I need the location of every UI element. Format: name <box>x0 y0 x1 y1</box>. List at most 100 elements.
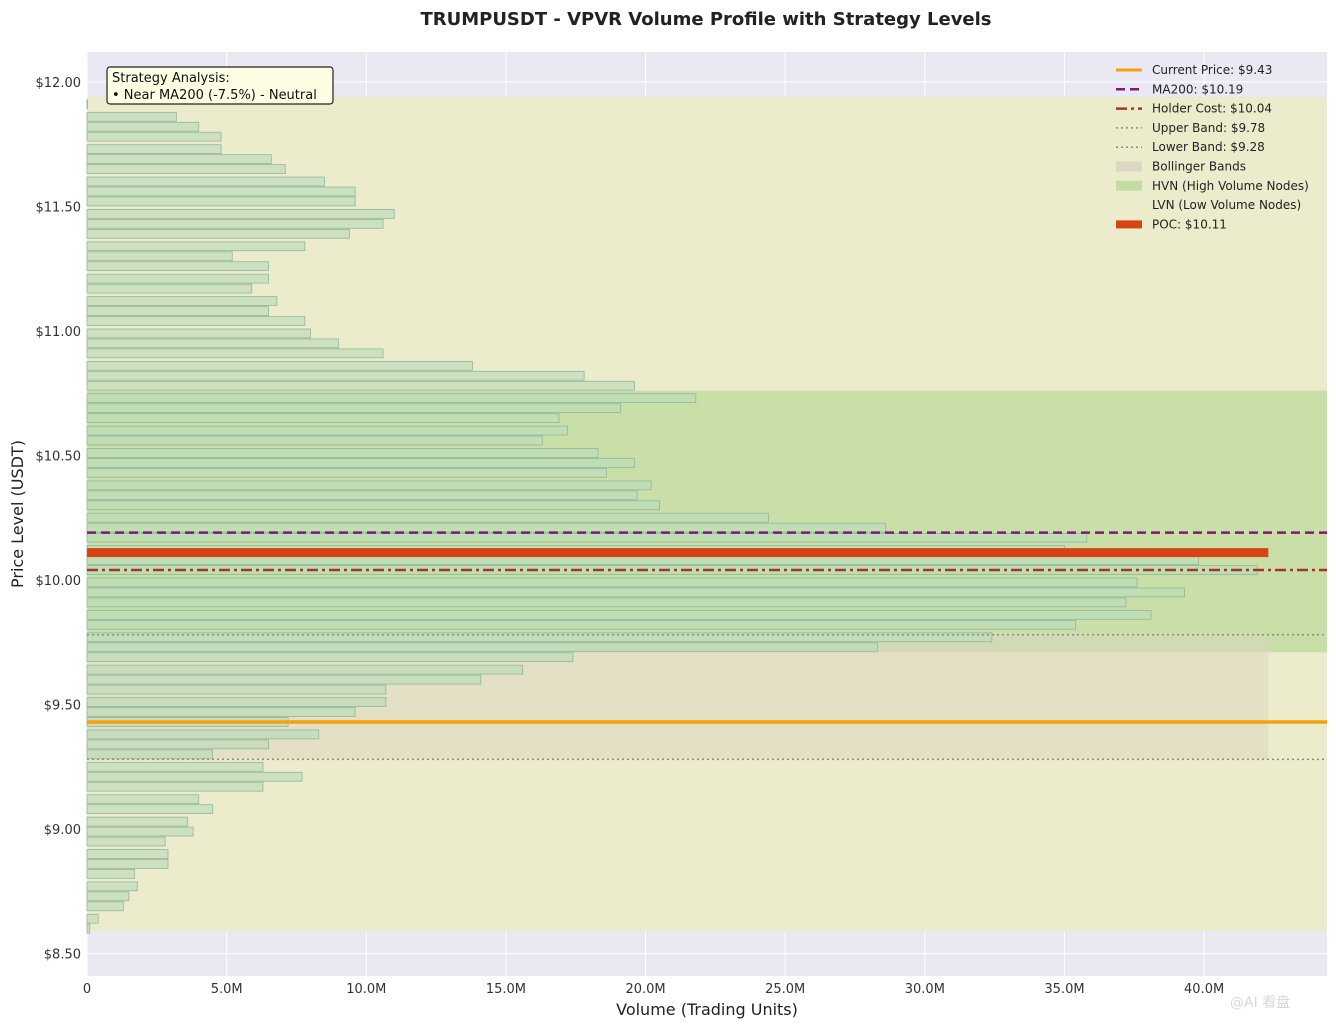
volume-bar-56 <box>86 316 306 326</box>
x-tick-label-7: 35.0M <box>1044 982 1084 997</box>
volume-bar-28 <box>86 619 1077 630</box>
volume-bar-66 <box>86 209 395 219</box>
legend-label-0: Current Price: $9.43 <box>1152 63 1272 77</box>
legend-label-5: Bollinger Bands <box>1152 160 1246 174</box>
chart-title: TRUMPUSDT - VPVR Volume Profile with Str… <box>420 9 991 30</box>
x-tick-label-5: 25.0M <box>765 982 805 997</box>
legend-label-1: MA200: $10.19 <box>1152 82 1243 96</box>
volume-bar-20 <box>86 707 356 717</box>
volume-bar-68 <box>86 186 356 197</box>
volume-bars <box>86 99 1258 934</box>
volume-bar-16 <box>86 749 214 760</box>
volume-bar-37 <box>86 522 887 533</box>
volume-bar-47 <box>86 413 560 423</box>
legend-label-7: LVN (Low Volume Nodes) <box>1152 198 1301 212</box>
volume-bar-10 <box>86 816 188 827</box>
volume-bar-42 <box>86 468 607 478</box>
legend-entry-4: Lower Band: $9.28 <box>1116 140 1265 154</box>
volume-bar-48 <box>86 403 621 413</box>
volume-bar-52 <box>86 360 473 371</box>
annotation-box <box>106 66 334 105</box>
volume-bar-75 <box>86 111 177 122</box>
annotation-line-2: • Near MA200 (-7.5%) - Neutral <box>112 88 317 103</box>
volume-bar-31 <box>86 587 1185 598</box>
volume-bar-49 <box>86 393 697 404</box>
y-tick-label-0: $8.50 <box>44 948 81 963</box>
volume-bar-25 <box>86 652 574 663</box>
y-axis-label: Price Level (USDT) <box>8 440 27 588</box>
volume-bar-51 <box>86 370 585 381</box>
volume-bar-57 <box>86 306 269 316</box>
volume-bar-12 <box>86 794 200 805</box>
volume-bar-61 <box>86 261 269 272</box>
volume-bar-11 <box>86 804 214 814</box>
x-tick-label-1: 5.0M <box>211 982 243 997</box>
legend-swatch-7 <box>1116 200 1142 211</box>
volume-bar-0 <box>86 923 91 934</box>
volume-bar-59 <box>86 283 253 294</box>
volume-bar-8 <box>86 836 166 847</box>
y-axis-ticks: $8.50 $9.00 $9.50 $10.00 $10.50 $11.00 $11.50 $… <box>36 76 82 963</box>
legend-swatch-6 <box>1116 180 1142 191</box>
volume-bar-50 <box>86 380 635 391</box>
volume-bar-39 <box>86 500 660 511</box>
volume-bar-53 <box>86 348 384 359</box>
volume-bar-7 <box>86 849 169 859</box>
volume-bar-18 <box>86 729 320 740</box>
volume-bar-43 <box>86 458 635 468</box>
legend-entry-5: Bollinger Bands <box>1116 160 1246 174</box>
legend-entry-7: LVN (Low Volume Nodes) <box>1116 198 1301 212</box>
y-tick-label-4: $10.50 <box>36 449 82 464</box>
volume-bar-64 <box>86 228 350 239</box>
watermark: @AI 看盘 <box>1230 994 1290 1011</box>
volume-bar-46 <box>86 425 568 436</box>
volume-bar-36 <box>86 532 1088 543</box>
legend-entry-0: Current Price: $9.43 <box>1116 63 1272 77</box>
volume-bar-40 <box>86 490 638 501</box>
volume-bar-76 <box>86 99 88 110</box>
legend-entry-3: Upper Band: $9.78 <box>1116 121 1265 135</box>
x-axis-label: Volume (Trading Units) <box>616 1000 798 1019</box>
volume-bar-55 <box>86 328 311 339</box>
x-tick-label-8: 40.0M <box>1184 982 1224 997</box>
volume-bar-74 <box>86 121 200 132</box>
x-tick-label-2: 10.0M <box>346 982 386 997</box>
volume-bar-14 <box>86 771 303 782</box>
y-tick-label-7: $12.00 <box>36 76 82 91</box>
volume-bar-65 <box>86 219 384 229</box>
volume-bar-3 <box>86 891 130 902</box>
volume-bar-69 <box>86 176 325 187</box>
strategy-annotation: Strategy Analysis: • Near MA200 (-7.5%) … <box>106 66 334 105</box>
y-tick-label-5: $11.00 <box>36 325 82 340</box>
legend-entry-1: MA200: $10.19 <box>1116 82 1243 96</box>
volume-bar-2 <box>86 901 124 912</box>
volume-bar-38 <box>86 512 769 523</box>
y-tick-label-1: $9.00 <box>44 823 81 838</box>
legend-label-6: HVN (High Volume Nodes) <box>1152 179 1309 193</box>
volume-bar-54 <box>86 338 339 349</box>
volume-bar-22 <box>86 684 387 695</box>
y-tick-label-2: $9.50 <box>44 699 81 714</box>
volume-bar-4 <box>86 881 138 892</box>
volume-bar-70 <box>86 164 286 174</box>
volume-bar-6 <box>86 859 169 869</box>
legend-label-8: POC: $10.11 <box>1152 217 1227 231</box>
legend-entry-6: HVN (High Volume Nodes) <box>1116 179 1309 193</box>
level-lines <box>87 531 1327 761</box>
volume-bar-1 <box>86 913 99 924</box>
legend-entry-8: POC: $10.11 <box>1116 217 1227 231</box>
legend-label-3: Upper Band: $9.78 <box>1152 121 1265 135</box>
volume-bar-29 <box>86 610 1152 620</box>
legend-label-4: Lower Band: $9.28 <box>1152 140 1265 154</box>
x-tick-label-4: 20.0M <box>625 982 665 997</box>
volume-bar-72 <box>86 144 222 154</box>
volume-bar-45 <box>86 435 543 446</box>
legend-swatch-8 <box>1116 220 1142 229</box>
volume-bar-63 <box>86 241 306 252</box>
volume-bar-27 <box>86 632 993 643</box>
volume-bar-30 <box>86 597 1127 608</box>
volume-bar-32 <box>86 577 1138 588</box>
poc-bar <box>87 548 1269 558</box>
legend-entry-2: Holder Cost: $10.04 <box>1116 102 1272 116</box>
